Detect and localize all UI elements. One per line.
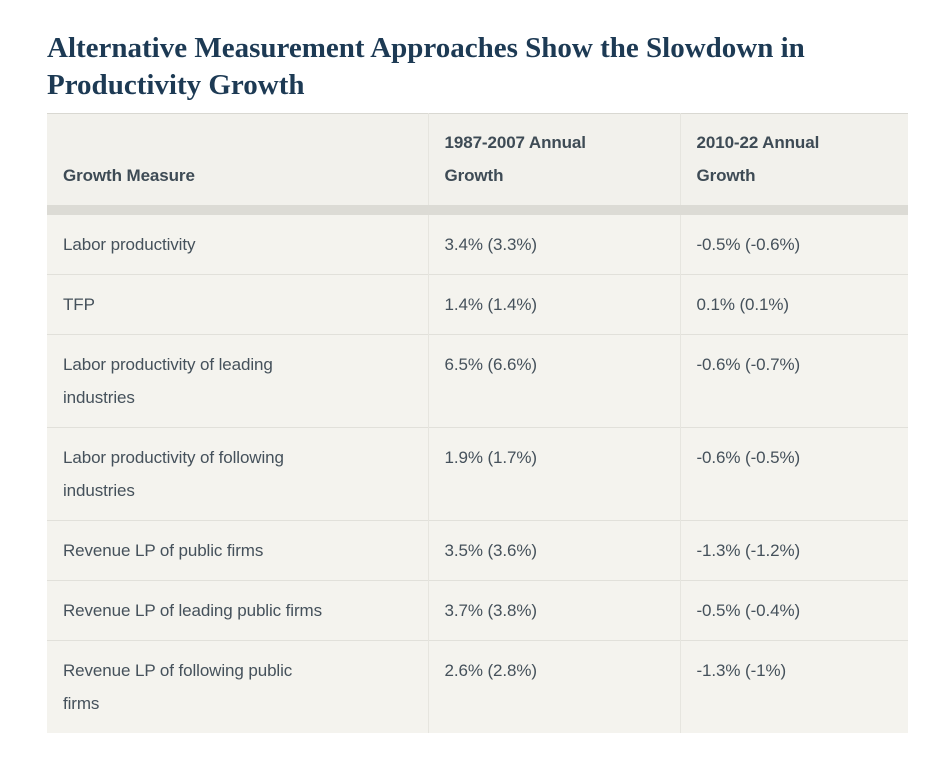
value-cell-2010-22: -0.5% (-0.6%): [679, 210, 908, 275]
growth-measure-cell: Revenue LP of public firms: [47, 520, 428, 581]
value-cell-2010-22: -1.3% (-1%): [679, 640, 908, 733]
growth-measure-cell: Labor productivity of leading industries: [47, 334, 428, 428]
growth-measure-cell: Labor productivity of following industri…: [47, 427, 428, 521]
value-cell-2010-22: -0.6% (-0.7%): [679, 334, 908, 428]
column-header-label: Growth Measure: [63, 166, 195, 185]
growth-value: -0.6% (-0.7%): [696, 355, 801, 374]
page-title: Alternative Measurement Approaches Show …: [47, 32, 805, 101]
growth-value: 1.4% (1.4%): [444, 295, 538, 314]
table-row: Labor productivity of leading industries…: [47, 334, 908, 428]
growth-value: 3.4% (3.3%): [444, 235, 538, 254]
table-row: Revenue LP of following public firms 2.6…: [47, 640, 908, 733]
growth-measure-label: Labor productivity: [63, 235, 196, 254]
growth-value: 6.5% (6.6%): [444, 355, 538, 374]
growth-measure-label: Revenue LP of public firms: [63, 541, 264, 560]
column-header-growth-measure: Growth Measure: [47, 113, 428, 215]
growth-value: 1.9% (1.7%): [444, 448, 538, 467]
column-header-label: 2010-22 Annual Growth: [696, 133, 820, 185]
article-page: Alternative Measurement Approaches Show …: [47, 32, 908, 733]
growth-value: -1.3% (-1%): [696, 661, 787, 680]
growth-measure-label: Revenue LP of leading public firms: [63, 601, 322, 620]
value-cell-1987-2007: 1.9% (1.7%): [427, 427, 680, 521]
table-row: Revenue LP of leading public firms 3.7% …: [47, 580, 908, 641]
value-cell-2010-22: -0.5% (-0.4%): [679, 580, 908, 641]
table-row: Labor productivity of following industri…: [47, 427, 908, 521]
growth-value: 0.1% (0.1%): [696, 295, 790, 314]
growth-value: -0.5% (-0.4%): [696, 601, 801, 620]
growth-value: -0.5% (-0.6%): [696, 235, 801, 254]
value-cell-2010-22: -0.6% (-0.5%): [679, 427, 908, 521]
table-body: Labor productivity 3.4% (3.3%) -0.5% (-0…: [47, 210, 908, 733]
growth-value: 3.7% (3.8%): [444, 601, 538, 620]
growth-measure-cell: Labor productivity: [47, 210, 428, 275]
column-header-period-2010-22: 2010-22 Annual Growth: [679, 113, 908, 215]
value-cell-2010-22: 0.1% (0.1%): [679, 274, 908, 335]
growth-measure-label: Labor productivity of leading industries: [63, 355, 273, 407]
growth-measure-cell: Revenue LP of leading public firms: [47, 580, 428, 641]
growth-value: -0.6% (-0.5%): [696, 448, 801, 467]
growth-value: 2.6% (2.8%): [444, 661, 538, 680]
value-cell-1987-2007: 3.4% (3.3%): [427, 210, 680, 275]
growth-measure-label: Labor productivity of following industri…: [63, 448, 284, 500]
table-row: Revenue LP of public firms 3.5% (3.6%) -…: [47, 520, 908, 581]
table-row: Labor productivity 3.4% (3.3%) -0.5% (-0…: [47, 210, 908, 275]
table-header-row: Growth Measure 1987-2007 Annual Growth 2…: [47, 113, 908, 215]
growth-value: 3.5% (3.6%): [444, 541, 538, 560]
growth-measure-label: Revenue LP of following public firms: [63, 661, 293, 713]
growth-measure-cell: TFP: [47, 274, 428, 335]
value-cell-1987-2007: 6.5% (6.6%): [427, 334, 680, 428]
column-header-period-1987-2007: 1987-2007 Annual Growth: [427, 113, 680, 215]
table-row: TFP 1.4% (1.4%) 0.1% (0.1%): [47, 274, 908, 335]
value-cell-1987-2007: 2.6% (2.8%): [427, 640, 680, 733]
value-cell-1987-2007: 1.4% (1.4%): [427, 274, 680, 335]
value-cell-2010-22: -1.3% (-1.2%): [679, 520, 908, 581]
value-cell-1987-2007: 3.7% (3.8%): [427, 580, 680, 641]
column-header-label: 1987-2007 Annual Growth: [444, 133, 587, 185]
table-header: Growth Measure 1987-2007 Annual Growth 2…: [47, 113, 908, 215]
growth-value: -1.3% (-1.2%): [696, 541, 801, 560]
growth-measurement-table: Growth Measure 1987-2007 Annual Growth 2…: [47, 113, 908, 733]
growth-measure-label: TFP: [63, 295, 95, 314]
value-cell-1987-2007: 3.5% (3.6%): [427, 520, 680, 581]
growth-measure-cell: Revenue LP of following public firms: [47, 640, 428, 733]
